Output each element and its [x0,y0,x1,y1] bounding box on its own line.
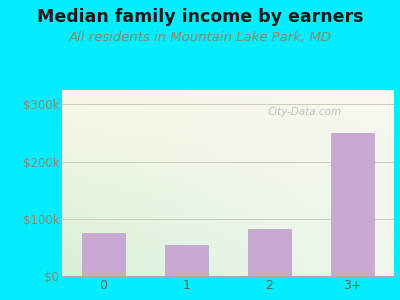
Text: All residents in Mountain Lake Park, MD: All residents in Mountain Lake Park, MD [68,32,332,44]
Text: Median family income by earners: Median family income by earners [37,8,363,26]
Bar [248,229,291,276]
Bar [165,244,208,276]
Text: City-Data.com: City-Data.com [267,107,342,117]
Bar [82,233,125,276]
Bar [331,133,374,276]
